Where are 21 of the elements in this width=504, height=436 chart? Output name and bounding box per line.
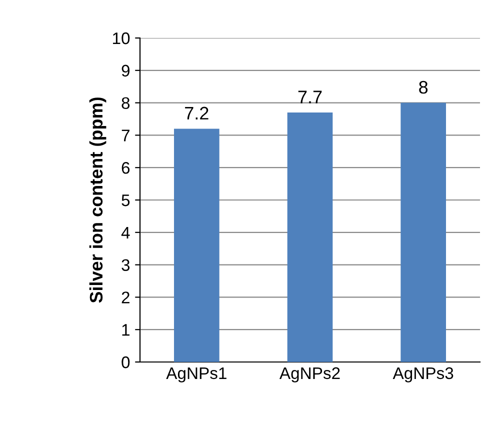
y-tick-label: 9 <box>122 64 130 77</box>
y-tick-label: 5 <box>122 194 130 206</box>
y-tick-label: 10 <box>113 32 130 44</box>
bar <box>287 112 333 362</box>
y-tick-label: 7 <box>122 130 130 142</box>
x-tick-label: AgNPs2 <box>279 367 340 382</box>
y-tick-label: 3 <box>122 259 130 272</box>
y-tick-label: 8 <box>122 97 130 110</box>
data-label: 8 <box>419 80 428 94</box>
bar <box>174 128 220 362</box>
x-tick-label: AgNPs1 <box>166 367 226 382</box>
y-axis-title: Silver ion content (ppm) <box>89 98 106 303</box>
bar <box>400 102 446 362</box>
data-label: 7.2 <box>185 106 208 120</box>
y-tick-label: 6 <box>122 162 130 174</box>
y-tick-label: 2 <box>122 292 130 304</box>
data-label: 7.7 <box>298 90 322 104</box>
x-tick-label: AgNPs3 <box>392 367 454 382</box>
y-tick-label: 0 <box>122 356 130 368</box>
y-tick-label: 4 <box>121 226 130 238</box>
y-tick-label: 1 <box>122 324 130 336</box>
